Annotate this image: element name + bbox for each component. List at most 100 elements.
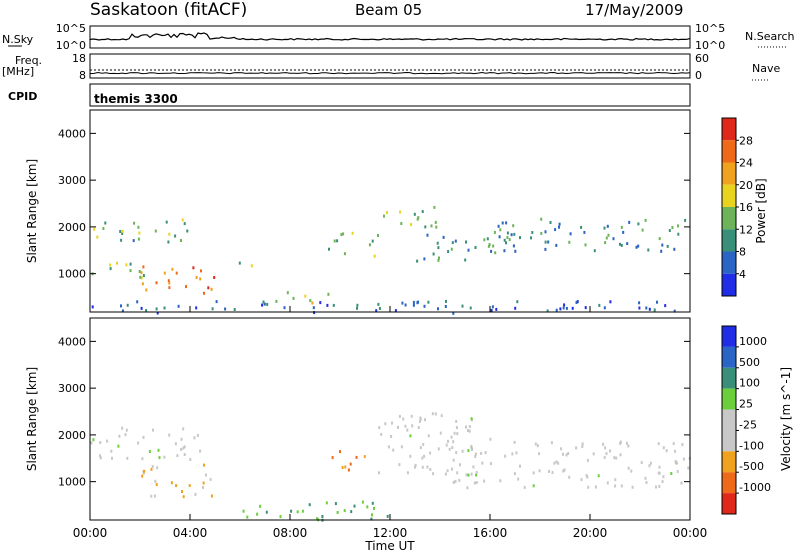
heatmap-cell [547,240,550,244]
heatmap-cell [555,308,558,312]
heatmap-cell [442,235,445,239]
heatmap-cell [627,466,630,470]
heatmap-cell [154,229,157,233]
heatmap-cell [400,222,403,225]
heatmap-cell [416,259,419,263]
heatmap-cell [183,453,186,456]
heatmap-cell [619,440,622,444]
heatmap-cell [150,494,153,498]
heatmap-cell [546,309,549,313]
heatmap-cell [584,306,587,310]
heatmap-cell [454,239,457,243]
heatmap-cell [124,433,127,437]
heatmap-cell [209,477,212,481]
heatmap-cell [452,440,455,444]
heatmap-cell [139,275,142,279]
heatmap-cell [622,230,625,234]
y-tick-label: 3000 [58,382,86,395]
colorbar-tick-label: -500 [739,460,764,473]
heatmap-cell [168,286,171,290]
colorbar-segment [722,326,736,347]
heatmap-cell [499,228,502,232]
heatmap-cell [604,241,607,245]
power-x-ticks [89,306,691,312]
heatmap-cell [370,517,373,521]
y-tick-label: 2000 [58,429,86,442]
heatmap-cell [467,248,470,252]
heatmap-cell [210,287,213,291]
heatmap-cell [475,481,478,484]
velocity-heatmap [90,412,691,522]
heatmap-cell [138,231,141,235]
colorbar-tick-label: 16 [739,201,753,214]
heatmap-cell [168,433,171,437]
heatmap-cell [275,299,278,303]
heatmap-cell [450,435,453,439]
heatmap-cell [141,282,144,286]
colorbar-tick-label: -1000 [739,481,771,494]
heatmap-cell [321,515,324,518]
heatmap-cell [434,412,437,416]
heatmap-cell [145,288,148,292]
heatmap-cell [340,233,343,237]
heatmap-cell [185,285,187,289]
heatmap-cell [563,468,566,472]
heatmap-cell [154,494,156,498]
heatmap-cell [513,472,516,476]
heatmap-cell [470,417,473,421]
heatmap-cell [283,306,286,310]
heatmap-cell [637,222,640,226]
heatmap-cell [430,224,433,228]
heatmap-cell [540,231,543,235]
heatmap-cell [559,307,562,311]
heatmap-cell [662,475,665,479]
heatmap-cell [563,303,566,307]
heatmap-cell [137,441,140,445]
heatmap-cell [110,449,113,453]
heatmap-cell [406,428,409,432]
heatmap-cell [470,444,473,448]
heatmap-cell [256,512,259,516]
heatmap-cell [351,231,354,235]
heatmap-cell [488,243,491,246]
heatmap-cell [489,437,492,441]
freq-trace [89,71,691,75]
heatmap-cell [181,218,184,222]
heatmap-cell [421,465,424,469]
heatmap-cell [553,461,556,465]
heatmap-cell [657,442,660,446]
heatmap-cell [182,446,185,450]
x-tick-label: 08:00 [273,526,308,540]
heatmap-cell [429,468,432,471]
heatmap-cell [363,455,366,459]
heatmap-cell [182,495,185,499]
heatmap-cell [489,462,492,466]
heatmap-cell [180,447,183,451]
heatmap-cell [261,303,264,307]
heatmap-cell [316,517,319,521]
heatmap-cell [658,237,661,241]
heatmap-cell [361,500,364,504]
x-tick-label: 04:00 [173,526,208,540]
heatmap-cell [266,302,269,306]
heatmap-cell [183,222,186,226]
freq-unit: [MHz] [2,65,34,78]
heatmap-cell [619,453,622,457]
heatmap-cell [655,485,657,489]
colorbar-tick-label: 20 [739,179,753,192]
colorbar-tick-label: 28 [739,134,753,147]
heatmap-cell [474,455,477,458]
heatmap-cell [640,461,643,465]
colorbar-tick-label: 1000 [739,335,767,348]
heatmap-cell [506,231,509,235]
heatmap-cell [483,238,486,242]
heatmap-cell [660,249,663,253]
heatmap-cell [490,308,493,312]
heatmap-cell [456,471,459,475]
heatmap-cell [158,456,161,460]
heatmap-cell [155,307,158,311]
heatmap-cell [631,485,634,489]
heatmap-cell [355,455,358,459]
heatmap-cell [614,478,617,482]
y-tick-label: 3000 [58,174,86,187]
